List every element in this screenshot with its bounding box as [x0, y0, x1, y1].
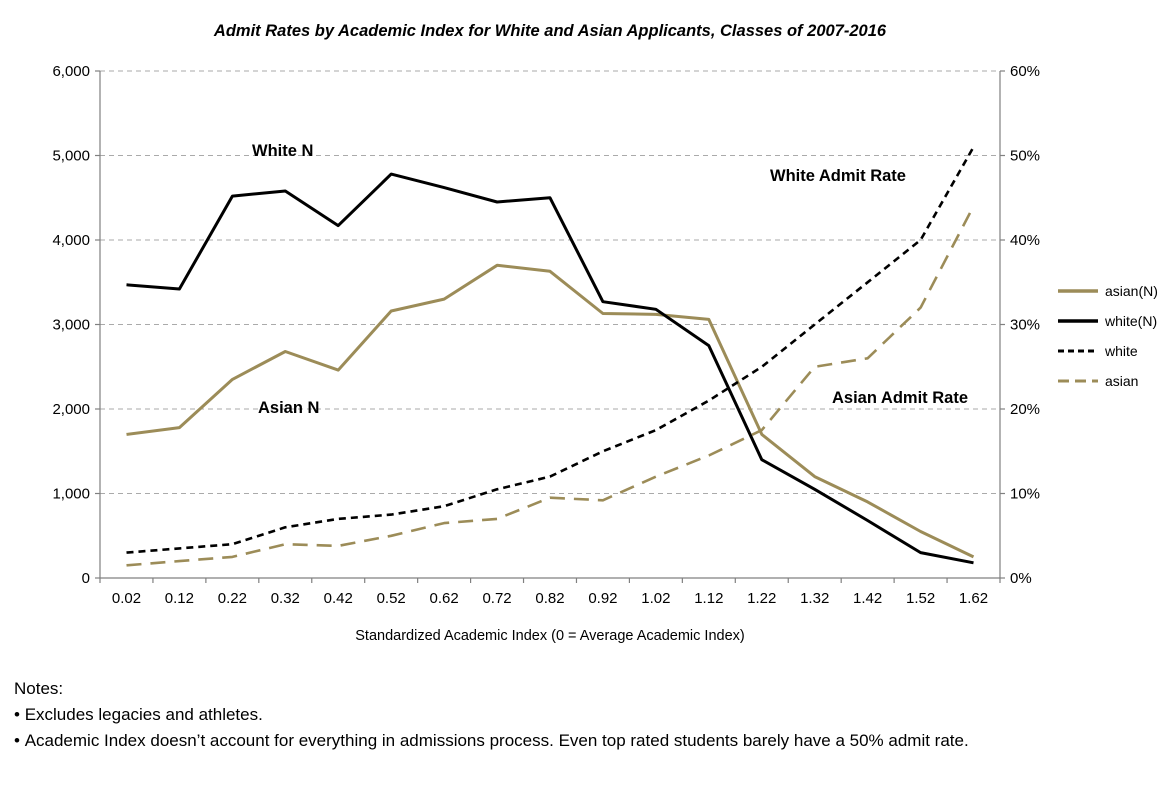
y-right-tick-label: 10%	[1010, 486, 1040, 503]
y-right-tick-label: 20%	[1010, 401, 1040, 418]
notes-bullet-1: Excludes legacies and athletes.	[14, 702, 1014, 728]
y-left-tick-label: 3,000	[52, 317, 90, 334]
y-right-tick-label: 40%	[1010, 232, 1040, 249]
x-tick-label: 0.82	[535, 590, 564, 607]
y-left-tick-label: 1,000	[52, 486, 90, 503]
legend-item-asian: asian	[1058, 370, 1158, 391]
y-left-tick-label: 4,000	[52, 232, 90, 249]
x-tick-label: 0.02	[112, 590, 141, 607]
x-tick-label: 1.32	[800, 590, 829, 607]
series-line-white-n	[126, 172, 974, 565]
line-chart: 0 1,000 2,000 3,000 4,000 5,000 6,000 0% 10% 20% 3…	[52, 63, 1040, 607]
annotation-asian-n: Asian N	[258, 399, 319, 417]
x-tick-label: 0.52	[377, 590, 406, 607]
x-tick-label: 0.32	[271, 590, 300, 607]
x-tick-label: 0.42	[324, 590, 353, 607]
legend-label: white(N)	[1105, 312, 1158, 329]
y-right-tick-label: 60%	[1010, 63, 1040, 80]
x-tick-label: 1.52	[906, 590, 935, 607]
legend: asian(N) white(N) white asian	[1058, 280, 1158, 391]
legend-swatch-white	[1058, 349, 1098, 352]
annotation-white-n: White N	[252, 142, 313, 160]
legend-label: asian(N)	[1105, 282, 1158, 299]
y-left-tick-label: 5,000	[52, 148, 90, 165]
y-right-tick-label: 50%	[1010, 148, 1040, 165]
annotation-white-admit-rate: White Admit Rate	[770, 167, 906, 185]
legend-item-white: white	[1058, 340, 1158, 361]
x-tick-label: 0.92	[588, 590, 617, 607]
legend-swatch-asian-n	[1058, 288, 1098, 293]
notes-bullet-2: Academic Index doesn’t account for every…	[14, 728, 1014, 754]
y-left-tick-label: 0	[82, 570, 90, 587]
x-tick-label: 1.42	[853, 590, 882, 607]
legend-item-asian-n: asian(N)	[1058, 280, 1158, 301]
x-tick-label: 1.22	[747, 590, 776, 607]
series-line-white	[126, 146, 975, 554]
legend-label: white	[1105, 342, 1138, 359]
y-left-tick-label: 2,000	[52, 401, 90, 418]
x-tick-label: 0.62	[430, 590, 459, 607]
y-right-tick-label: 30%	[1010, 317, 1040, 334]
series-line-asian	[126, 205, 975, 567]
x-tick-label: 0.22	[218, 590, 247, 607]
notes-title: Notes:	[14, 679, 64, 698]
annotation-asian-admit-rate: Asian Admit Rate	[832, 389, 968, 407]
legend-item-white-n: white(N)	[1058, 310, 1158, 331]
series-line-asian-n	[126, 263, 975, 559]
x-tick-label: 0.72	[482, 590, 511, 607]
legend-swatch-white-n	[1058, 318, 1098, 323]
x-tick-label: 1.12	[694, 590, 723, 607]
y-left-tick-label: 6,000	[52, 63, 90, 80]
x-axis-title: Standardized Academic Index (0 = Average…	[355, 628, 745, 644]
x-tick-label: 1.62	[959, 590, 988, 607]
legend-label: asian	[1105, 372, 1139, 389]
chart-title: Admit Rates by Academic Index for White …	[213, 22, 887, 40]
x-tick-label: 1.02	[641, 590, 670, 607]
legend-swatch-asian	[1058, 379, 1098, 382]
notes: Notes: Excludes legacies and athletes. A…	[14, 676, 1014, 754]
x-tick-label: 0.12	[165, 590, 194, 607]
y-right-tick-label: 0%	[1010, 570, 1032, 587]
